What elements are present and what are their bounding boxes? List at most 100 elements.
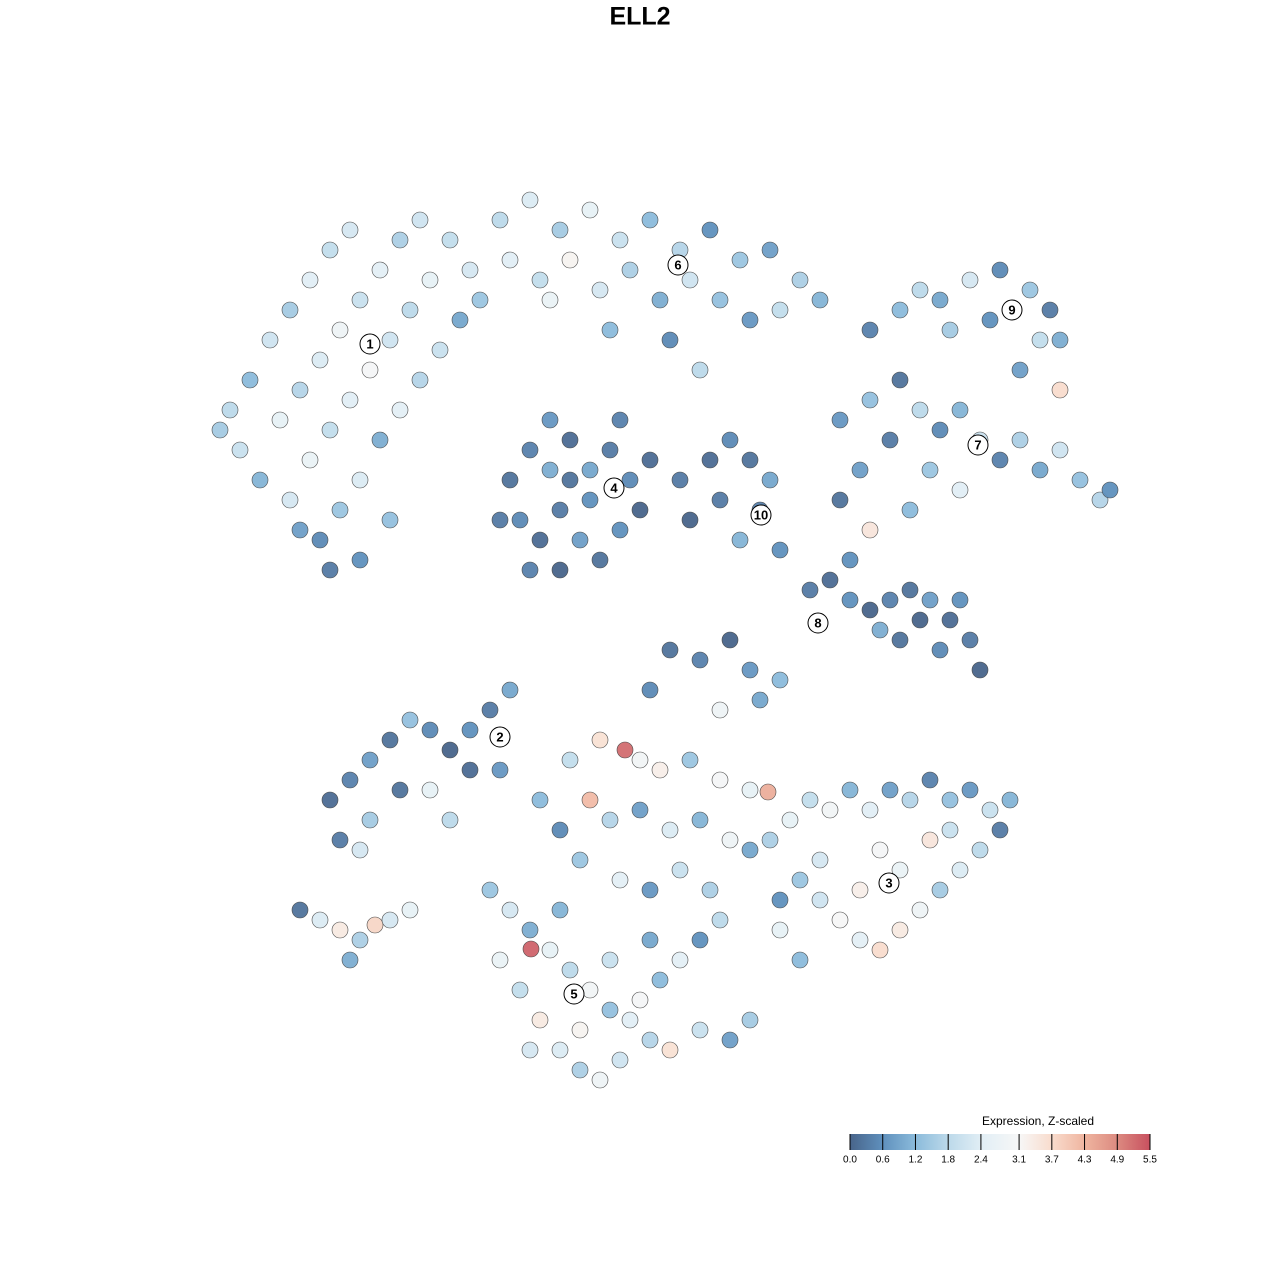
point	[601, 441, 619, 459]
point	[711, 911, 729, 929]
point	[851, 931, 869, 949]
point	[821, 801, 839, 819]
point	[401, 901, 419, 919]
cluster-label: 8	[814, 615, 821, 630]
point	[311, 351, 329, 369]
point	[721, 431, 739, 449]
point	[911, 901, 929, 919]
point	[391, 401, 409, 419]
point	[861, 801, 879, 819]
point	[961, 781, 979, 799]
point	[551, 561, 569, 579]
point	[401, 301, 419, 319]
point	[621, 1011, 639, 1029]
point	[366, 916, 384, 934]
cluster-marker	[807, 612, 829, 634]
point	[1071, 471, 1089, 489]
point	[841, 591, 859, 609]
point	[321, 421, 339, 439]
point	[1011, 431, 1029, 449]
point	[881, 431, 899, 449]
point	[731, 251, 749, 269]
point	[741, 781, 759, 799]
point	[351, 841, 369, 859]
point	[741, 661, 759, 679]
point	[611, 521, 629, 539]
point	[521, 441, 539, 459]
point	[691, 931, 709, 949]
point	[541, 941, 559, 959]
point	[351, 551, 369, 569]
point	[411, 211, 429, 229]
point	[761, 241, 779, 259]
point	[571, 531, 589, 549]
point	[841, 551, 859, 569]
point	[1051, 331, 1069, 349]
point	[641, 451, 659, 469]
point	[811, 891, 829, 909]
point	[961, 631, 979, 649]
point	[461, 761, 479, 779]
point	[551, 901, 569, 919]
point	[611, 1051, 629, 1069]
point	[501, 681, 519, 699]
point	[1051, 441, 1069, 459]
colorbar-title: Expression, Z-scaled	[982, 1114, 1094, 1128]
point	[491, 511, 509, 529]
point	[511, 511, 529, 529]
point	[341, 771, 359, 789]
point	[341, 951, 359, 969]
cluster-marker	[359, 333, 381, 355]
point	[651, 971, 669, 989]
point	[631, 991, 649, 1009]
point	[871, 621, 889, 639]
point	[921, 831, 939, 849]
point	[891, 301, 909, 319]
point	[971, 841, 989, 859]
point	[831, 411, 849, 429]
colorbar-tick-label: 3.7	[1045, 1155, 1059, 1166]
point	[771, 541, 789, 559]
point	[801, 581, 819, 599]
point	[331, 321, 349, 339]
cluster-label: 9	[1008, 302, 1015, 317]
point	[361, 361, 379, 379]
point	[581, 791, 599, 809]
point	[551, 221, 569, 239]
point	[461, 261, 479, 279]
point	[541, 291, 559, 309]
point	[681, 511, 699, 529]
point	[691, 361, 709, 379]
point	[751, 691, 769, 709]
point	[371, 431, 389, 449]
point	[681, 271, 699, 289]
point	[671, 951, 689, 969]
point	[921, 461, 939, 479]
point	[651, 291, 669, 309]
point	[631, 501, 649, 519]
point	[601, 1001, 619, 1019]
point	[771, 301, 789, 319]
point	[1031, 331, 1049, 349]
point	[1021, 281, 1039, 299]
point	[901, 791, 919, 809]
point	[831, 911, 849, 929]
point	[861, 321, 879, 339]
point	[1011, 361, 1029, 379]
point	[681, 751, 699, 769]
point	[861, 521, 879, 539]
point	[571, 1061, 589, 1079]
point	[641, 681, 659, 699]
point	[521, 1041, 539, 1059]
point	[661, 821, 679, 839]
cluster-label: 1	[366, 336, 373, 351]
point	[861, 391, 879, 409]
point	[381, 911, 399, 929]
point	[331, 921, 349, 939]
cluster-label: 2	[496, 729, 503, 744]
point	[311, 911, 329, 929]
point	[911, 281, 929, 299]
point	[651, 761, 669, 779]
point	[551, 821, 569, 839]
